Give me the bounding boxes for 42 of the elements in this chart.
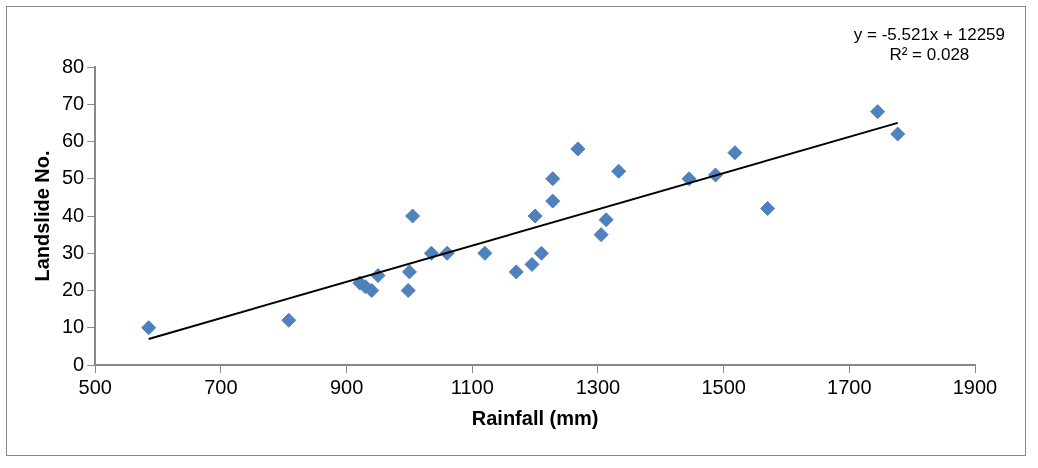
point bbox=[870, 104, 886, 120]
y-tick-label: 40 bbox=[62, 203, 85, 226]
point bbox=[570, 141, 586, 157]
x-tick-label: 1700 bbox=[827, 375, 872, 398]
point bbox=[727, 145, 743, 161]
point bbox=[281, 312, 297, 328]
x-tick-label: 1900 bbox=[952, 375, 998, 398]
y-tick-label: 20 bbox=[62, 278, 85, 301]
x-tick-label: 1100 bbox=[450, 375, 494, 398]
point bbox=[405, 208, 421, 224]
point bbox=[508, 264, 524, 280]
y-axis-title: Landslide No. bbox=[30, 150, 53, 282]
point bbox=[400, 283, 416, 298]
x-tick-label: 500 bbox=[78, 375, 112, 398]
point bbox=[477, 245, 493, 261]
point bbox=[141, 320, 157, 336]
point bbox=[533, 245, 549, 261]
text: R² = 0.028 bbox=[888, 45, 971, 65]
x-tick-label: 700 bbox=[204, 375, 238, 398]
point bbox=[401, 264, 417, 280]
x-tick-label: 1300 bbox=[575, 375, 621, 398]
y-tick-label: 30 bbox=[62, 240, 85, 263]
x-tick-label: 900 bbox=[329, 375, 364, 398]
x-axis-title: Rainfall (mm) bbox=[471, 406, 599, 429]
point bbox=[593, 227, 609, 243]
text: y = -5.521x + 12259 bbox=[853, 25, 1005, 45]
point bbox=[524, 256, 540, 272]
point bbox=[611, 163, 627, 179]
point bbox=[760, 201, 776, 217]
point bbox=[890, 126, 906, 142]
y-tick-label: 80 bbox=[62, 54, 85, 77]
point bbox=[364, 283, 380, 298]
point bbox=[598, 212, 614, 228]
y-tick-label: 0 bbox=[73, 352, 85, 375]
y-tick-label: 60 bbox=[62, 129, 85, 152]
point bbox=[545, 171, 561, 187]
x-tick-label: 1500 bbox=[701, 375, 746, 398]
point bbox=[527, 208, 543, 224]
y-tick-label: 70 bbox=[62, 91, 85, 114]
y-tick-label: 10 bbox=[62, 315, 85, 338]
y-tick-label: 50 bbox=[62, 166, 85, 189]
point bbox=[545, 193, 561, 209]
